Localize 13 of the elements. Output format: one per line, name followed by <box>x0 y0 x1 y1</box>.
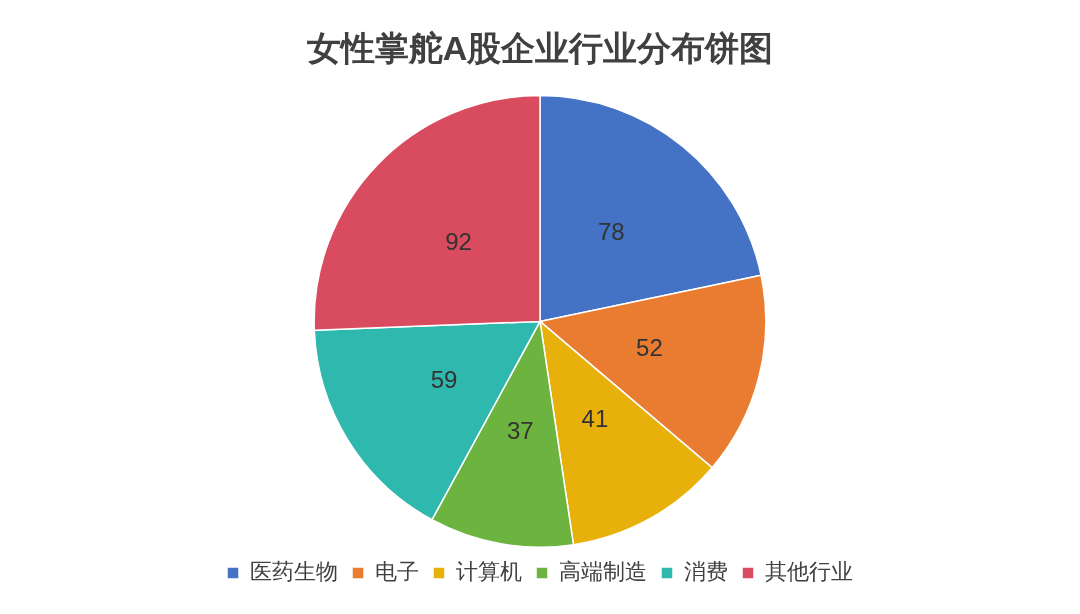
legend-label: 高端制造 <box>559 559 647 585</box>
data-label: 41 <box>581 404 609 432</box>
data-label: 59 <box>430 365 458 393</box>
legend-label: 计算机 <box>456 559 522 585</box>
data-label: 52 <box>636 333 663 361</box>
data-label: 92 <box>445 227 472 255</box>
legend-label: 医药生物 <box>250 559 338 585</box>
legend-label: 消费 <box>684 559 728 585</box>
legend-label: 其他行业 <box>765 559 853 585</box>
chart-title: 女性掌舵A股企业行业分布饼图 <box>305 28 774 67</box>
data-label: 37 <box>506 417 534 445</box>
data-label: 78 <box>597 218 625 246</box>
legend-label: 电子 <box>375 559 419 585</box>
